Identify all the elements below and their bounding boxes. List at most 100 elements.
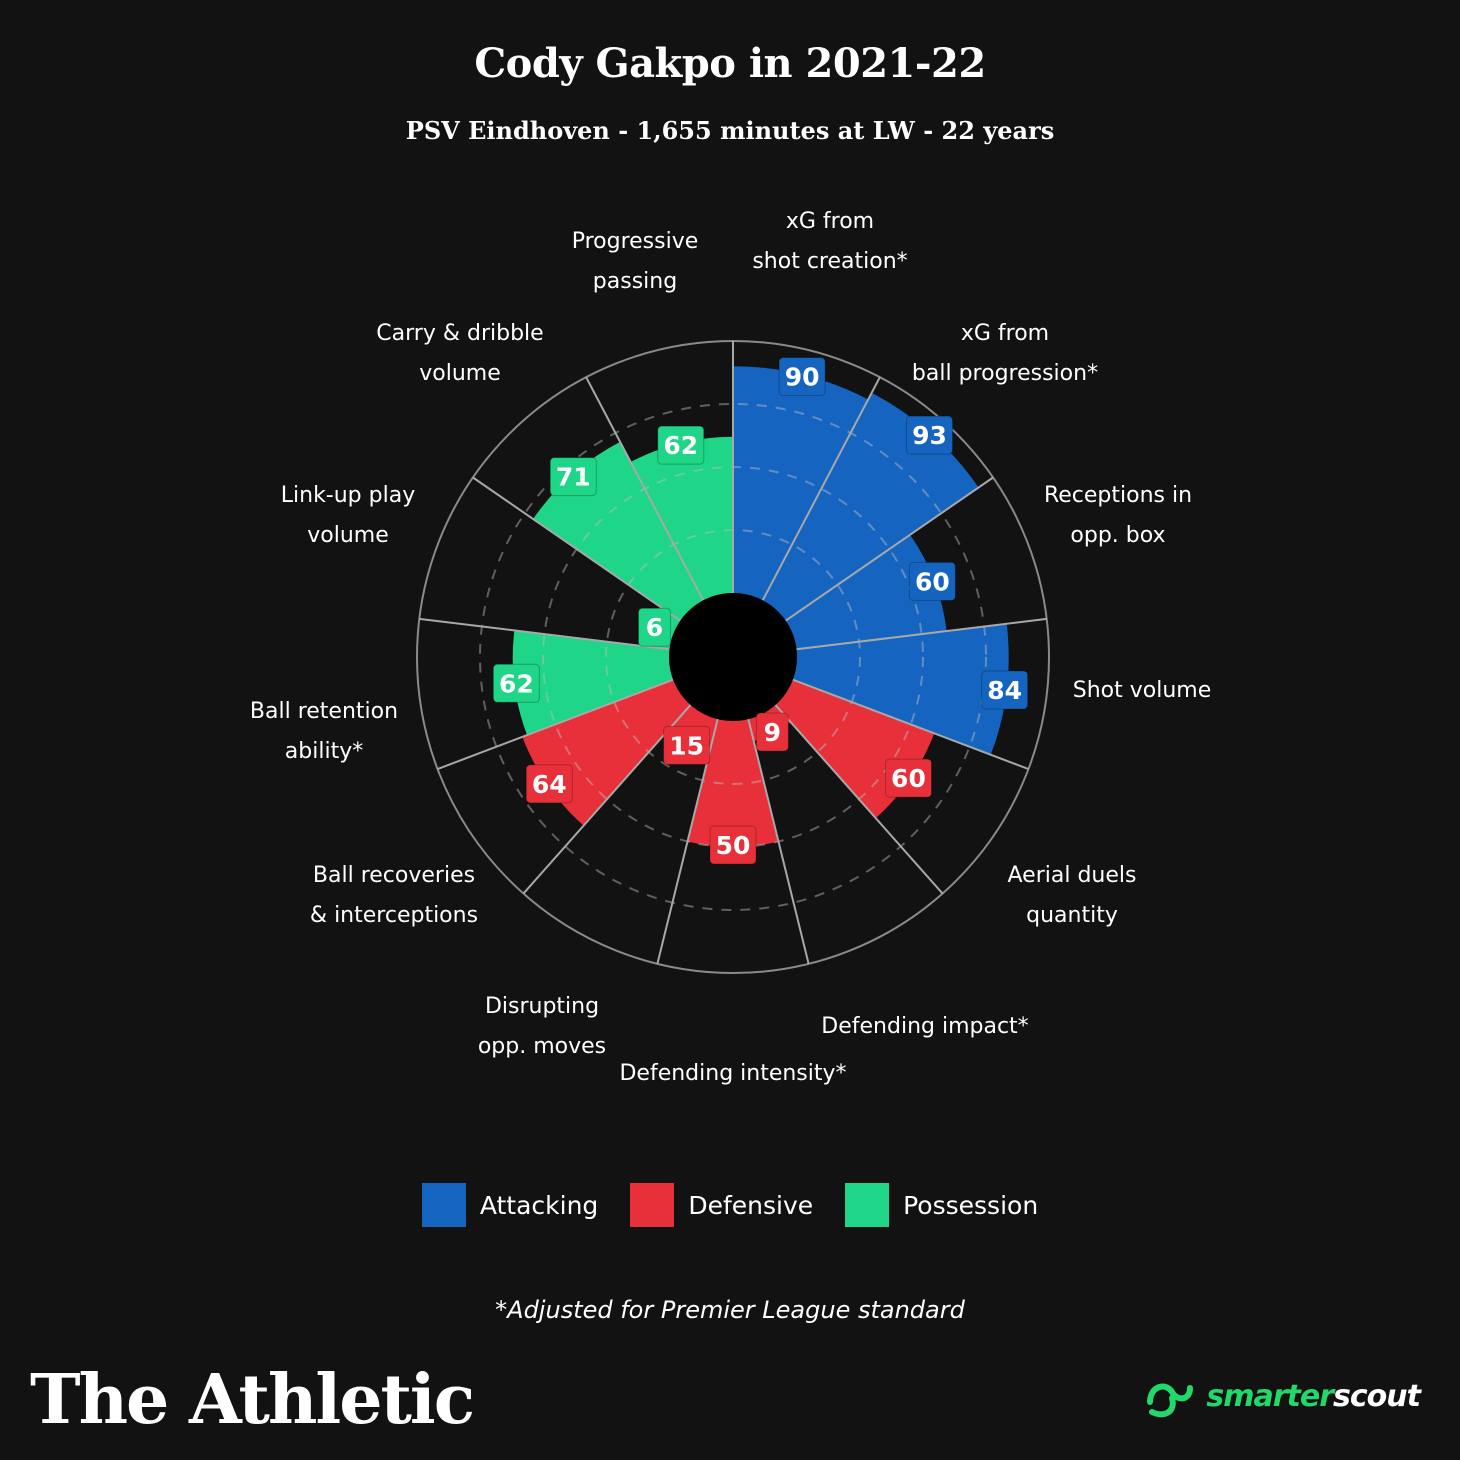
chart-title: Cody Gakpo in 2021-22 <box>474 40 986 87</box>
category-label-6: Defending intensity* <box>619 1061 846 1086</box>
value-label-text-7: 15 <box>669 731 704 760</box>
value-label-6: 50 <box>709 825 757 865</box>
category-label-3: Shot volume <box>1073 678 1212 703</box>
value-label-11: 71 <box>549 457 597 497</box>
value-label-8: 64 <box>525 764 573 804</box>
value-label-box-0 <box>778 357 826 397</box>
spoke-2 <box>785 476 994 622</box>
value-label-0: 90 <box>778 357 826 397</box>
value-label-2: 60 <box>908 561 956 601</box>
category-label-line-7-0: Disrupting <box>485 994 599 1019</box>
bar-3 <box>792 623 1009 755</box>
bar-9 <box>512 630 674 736</box>
category-label-line-8-1: & interceptions <box>310 903 478 928</box>
legend-label-defensive: Defensive <box>688 1190 814 1220</box>
category-label-line-8-0: Ball recoveries <box>313 863 475 888</box>
value-label-text-1: 93 <box>912 421 947 450</box>
category-label-4: Aerial duels quantity <box>1008 863 1137 928</box>
category-label-line-6-0: Defending intensity* <box>619 1061 846 1086</box>
value-label-text-4: 60 <box>891 764 926 793</box>
spoke-11 <box>472 476 681 622</box>
spoke-6 <box>747 718 810 965</box>
spoke-12 <box>585 376 705 601</box>
value-label-text-5: 9 <box>764 718 781 747</box>
category-label-line-7-1: opp. moves <box>478 1034 606 1059</box>
value-label-box-9 <box>492 663 540 703</box>
footnote: *Adjusted for Premier League standard <box>495 1296 965 1324</box>
value-label-box-12 <box>657 425 705 465</box>
category-label-line-12-0: Progressive <box>572 229 699 254</box>
category-label-line-10-1: volume <box>307 523 389 548</box>
category-label-line-0-0: xG from <box>786 209 874 234</box>
value-label-3: 84 <box>981 670 1029 710</box>
smarterscout-word-b: scout <box>1333 1378 1421 1414</box>
category-label-line-4-0: Aerial duels <box>1008 863 1137 888</box>
category-label-line-4-1: quantity <box>1026 903 1118 928</box>
category-label-line-11-0: Carry & dribble <box>376 321 543 346</box>
category-label-5: Defending impact* <box>821 1014 1028 1039</box>
legend-swatch-possession <box>845 1183 890 1227</box>
legend: Attacking Defensive Possession <box>0 1183 1460 1227</box>
category-label-1: xG from ball progression* <box>912 321 1098 386</box>
legend-item-attacking: Attacking <box>421 1183 599 1227</box>
category-label-2: Receptions in opp. box <box>1044 483 1192 548</box>
category-label-11: Carry & dribble volume <box>376 321 543 386</box>
legend-item-possession: Possession <box>845 1183 1038 1227</box>
value-label-10: 6 <box>637 607 671 647</box>
legend-swatch-defensive <box>630 1183 675 1227</box>
legend-label-attacking: Attacking <box>479 1190 599 1220</box>
category-label-8: Ball recoveries & interceptions <box>310 863 478 928</box>
legend-item-defensive: Defensive <box>630 1183 813 1227</box>
value-label-text-3: 84 <box>987 676 1022 705</box>
bar-0 <box>733 366 869 601</box>
value-label-9: 62 <box>492 663 540 703</box>
category-label-line-10-0: Link-up play <box>281 483 415 508</box>
value-label-box-2 <box>908 561 956 601</box>
gridline-2 <box>479 403 987 911</box>
chart-subtitle: PSV Eindhoven - 1,655 minutes at LW - 22… <box>405 116 1055 145</box>
category-label-line-9-0: Ball retention <box>250 699 398 724</box>
smarterscout-word-a: smarter <box>1206 1378 1334 1414</box>
spoke-9 <box>437 678 674 770</box>
value-label-box-3 <box>981 670 1029 710</box>
value-label-box-10 <box>637 607 671 647</box>
category-label-0: xG from shot creation* <box>752 209 907 274</box>
category-label-line-3-0: Shot volume <box>1073 678 1212 703</box>
category-label-line-0-1: shot creation* <box>752 249 907 274</box>
category-label-line-9-1: ability* <box>285 739 363 764</box>
spoke-3 <box>796 617 1047 651</box>
value-label-text-12: 62 <box>663 431 698 460</box>
smarterscout-logo: smarter scout <box>1142 1372 1421 1420</box>
value-label-5: 9 <box>755 712 789 752</box>
value-label-text-6: 50 <box>716 831 751 860</box>
spoke-10 <box>419 617 670 651</box>
category-label-line-11-1: volume <box>419 361 501 386</box>
value-label-box-1 <box>906 415 954 455</box>
value-label-box-8 <box>525 764 573 804</box>
center-hole <box>669 593 797 721</box>
spoke-5 <box>774 704 944 895</box>
the-athletic-logo: The Athletic <box>30 1360 475 1440</box>
category-label-12: Progressive passing <box>572 229 699 294</box>
bar-12 <box>630 436 733 601</box>
category-label-10: Link-up play volume <box>281 483 415 548</box>
legend-swatch-attacking <box>421 1183 466 1227</box>
spoke-4 <box>792 678 1029 770</box>
spoke-1 <box>761 376 881 601</box>
value-label-box-4 <box>884 758 932 798</box>
legend-label-possession: Possession <box>903 1190 1039 1220</box>
smarterscout-icon <box>1147 1383 1194 1418</box>
value-label-7: 15 <box>663 725 711 765</box>
value-label-1: 93 <box>906 415 954 455</box>
value-label-12: 62 <box>657 425 705 465</box>
category-label-line-5-0: Defending impact* <box>821 1014 1028 1039</box>
category-label-7: Disrupting opp. moves <box>478 994 606 1059</box>
category-label-line-1-0: xG from <box>961 321 1049 346</box>
spoke-8 <box>522 704 692 895</box>
category-label-line-2-1: opp. box <box>1070 523 1165 548</box>
value-label-box-5 <box>755 712 789 752</box>
category-label-line-1-1: ball progression* <box>912 361 1098 386</box>
value-label-box-7 <box>663 725 711 765</box>
value-label-text-9: 62 <box>499 669 534 698</box>
